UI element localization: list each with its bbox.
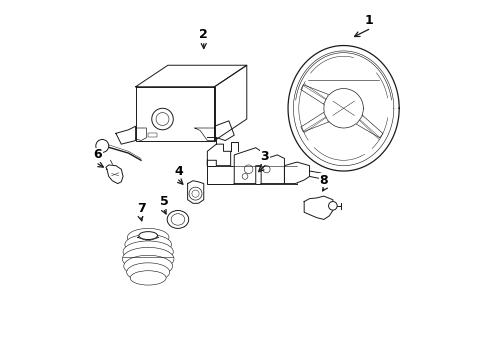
Polygon shape bbox=[136, 87, 215, 140]
Polygon shape bbox=[188, 181, 204, 203]
Ellipse shape bbox=[123, 241, 173, 262]
Circle shape bbox=[329, 202, 337, 210]
Polygon shape bbox=[215, 65, 247, 140]
Text: 7: 7 bbox=[137, 202, 146, 215]
Ellipse shape bbox=[127, 228, 169, 246]
FancyBboxPatch shape bbox=[148, 133, 157, 137]
Ellipse shape bbox=[126, 263, 170, 282]
Ellipse shape bbox=[130, 271, 166, 285]
Text: 4: 4 bbox=[174, 165, 183, 177]
Text: 5: 5 bbox=[160, 195, 169, 208]
Ellipse shape bbox=[122, 247, 174, 270]
Polygon shape bbox=[234, 148, 261, 184]
Polygon shape bbox=[116, 126, 136, 144]
Polygon shape bbox=[106, 165, 123, 184]
Polygon shape bbox=[304, 196, 333, 220]
Text: 1: 1 bbox=[365, 14, 373, 27]
Ellipse shape bbox=[167, 211, 189, 228]
Ellipse shape bbox=[139, 231, 157, 239]
Text: 3: 3 bbox=[260, 150, 269, 163]
Polygon shape bbox=[301, 112, 328, 132]
Polygon shape bbox=[356, 116, 383, 138]
FancyBboxPatch shape bbox=[207, 166, 297, 184]
Ellipse shape bbox=[125, 234, 172, 255]
Polygon shape bbox=[207, 144, 231, 166]
Circle shape bbox=[96, 139, 109, 152]
Polygon shape bbox=[215, 121, 234, 140]
Ellipse shape bbox=[124, 255, 172, 277]
Circle shape bbox=[152, 108, 173, 130]
Polygon shape bbox=[137, 234, 159, 241]
Text: 6: 6 bbox=[94, 148, 102, 161]
Text: 2: 2 bbox=[199, 28, 208, 41]
Polygon shape bbox=[301, 85, 328, 104]
Text: 8: 8 bbox=[319, 174, 328, 186]
Polygon shape bbox=[136, 65, 247, 87]
Polygon shape bbox=[285, 162, 310, 184]
Polygon shape bbox=[261, 155, 285, 184]
